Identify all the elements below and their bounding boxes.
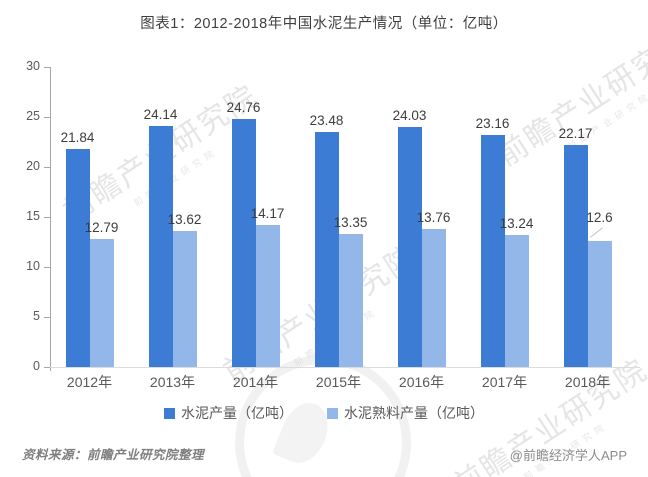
value-label: 22.17	[558, 126, 593, 142]
bar-cement-2017年	[480, 135, 505, 367]
x-axis-baseline	[50, 367, 640, 368]
x-tick-label: 2012年	[66, 374, 113, 390]
value-label: 21.84	[60, 129, 95, 145]
value-label: 14.17	[250, 206, 285, 222]
x-tick-label: 2018年	[564, 374, 611, 390]
bar-clinker-2018年	[587, 241, 612, 367]
value-label: 24.14	[143, 106, 178, 122]
y-tick-mark	[44, 217, 50, 218]
y-axis-line	[50, 67, 51, 371]
x-tick-label: 2015年	[315, 374, 362, 390]
legend-item-cement: 水泥产量（亿吨）	[164, 403, 293, 423]
chart-title: 图表1：2012-2018年中国水泥生产情况（单位：亿吨）	[140, 16, 508, 32]
bar-cement-2015年	[314, 132, 339, 367]
value-label: 23.48	[309, 113, 344, 129]
bar-clinker-2017年	[504, 234, 529, 367]
bar-cement-2014年	[231, 119, 256, 367]
y-tick-mark	[44, 367, 50, 368]
y-tick-label: 20	[26, 159, 40, 173]
bar-clinker-2013年	[172, 230, 197, 367]
value-label: 12.79	[84, 220, 119, 236]
value-label: 12.6	[586, 210, 613, 225]
legend-marker-clinker	[327, 407, 338, 419]
source-note: 资料来源：前瞻产业研究院整理	[22, 448, 205, 462]
bar-clinker-2014年	[255, 225, 280, 367]
bar-cement-2018年	[563, 145, 588, 367]
y-tick-label: 0	[33, 359, 40, 373]
y-tick-label: 5	[33, 309, 40, 323]
value-label: 23.16	[475, 116, 510, 132]
legend-label-clinker: 水泥熟料产量（亿吨）	[344, 405, 484, 421]
value-label: 13.35	[333, 214, 368, 230]
bar-clinker-2016年	[421, 229, 446, 367]
y-tick-mark	[44, 167, 50, 168]
y-tick-label: 10	[26, 259, 40, 273]
label-leader-line	[589, 227, 603, 238]
legend-item-clinker: 水泥熟料产量（亿吨）	[327, 403, 484, 423]
legend-label-cement: 水泥产量（亿吨）	[181, 405, 293, 421]
y-tick-mark	[44, 267, 50, 268]
x-tick-label: 2014年	[232, 374, 279, 390]
x-tick-label: 2017年	[481, 374, 528, 390]
bar-clinker-2012年	[89, 239, 114, 367]
y-tick-label: 25	[26, 109, 40, 123]
value-label: 13.76	[416, 210, 451, 226]
value-label: 13.24	[499, 215, 534, 231]
y-tick-mark	[44, 67, 50, 68]
x-tick-label: 2013年	[149, 374, 196, 390]
y-tick-mark	[44, 117, 50, 118]
x-tick-label: 2016年	[398, 374, 445, 390]
bar-cement-2012年	[65, 148, 90, 367]
attribution: @前瞻经济学人APP	[509, 448, 627, 463]
legend-marker-cement	[164, 407, 175, 419]
y-tick-mark	[44, 317, 50, 318]
y-tick-label: 15	[26, 209, 40, 223]
bar-clinker-2015年	[338, 233, 363, 367]
legend: 水泥产量（亿吨） 水泥熟料产量（亿吨）	[0, 403, 648, 423]
y-tick-label: 30	[26, 59, 40, 73]
bar-cement-2016年	[397, 126, 422, 367]
bar-cement-2013年	[148, 125, 173, 367]
value-label: 24.03	[392, 107, 427, 123]
value-label: 13.62	[167, 211, 202, 227]
value-label: 24.76	[226, 100, 261, 116]
